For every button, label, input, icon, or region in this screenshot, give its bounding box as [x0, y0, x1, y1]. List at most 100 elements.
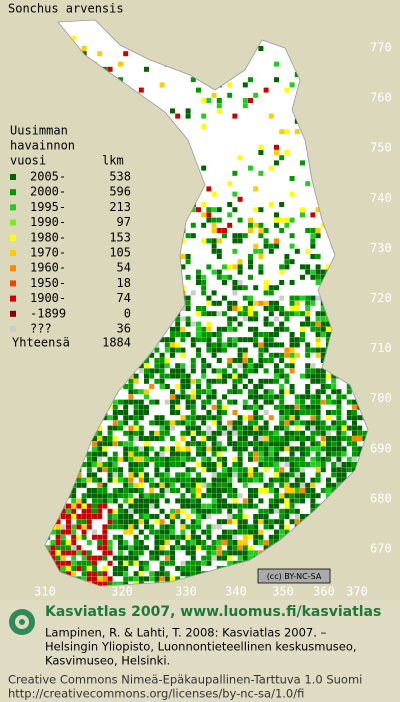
map-square [310, 269, 316, 275]
map-square [133, 560, 139, 566]
map-square [112, 451, 118, 457]
map-square [289, 358, 295, 363]
map-square [232, 488, 238, 493]
map-square [326, 482, 331, 488]
map-square [222, 540, 227, 545]
map-square [196, 498, 201, 504]
map-square [196, 87, 201, 93]
map-square [222, 233, 227, 239]
map-square [190, 290, 196, 296]
map-square [315, 311, 321, 317]
map-square [211, 524, 217, 530]
legend-count: 97 [117, 215, 131, 229]
map-square [201, 399, 207, 405]
map-square [170, 436, 175, 441]
map-square [279, 321, 285, 327]
map-square [294, 337, 300, 343]
map-square [107, 540, 113, 545]
map-square [310, 212, 316, 218]
map-square [263, 321, 269, 327]
map-square [237, 264, 243, 270]
map-square [123, 555, 129, 561]
map-square [206, 410, 212, 415]
map-square [185, 373, 191, 379]
map-square [190, 394, 196, 400]
map-square [164, 399, 170, 405]
map-square [133, 404, 139, 410]
map-square [289, 446, 295, 452]
map-square [164, 337, 170, 343]
map-square [159, 540, 165, 545]
map-square [237, 217, 243, 223]
map-square [268, 534, 274, 540]
map-square [201, 456, 207, 462]
map-square [289, 472, 295, 478]
map-square [164, 555, 170, 561]
map-square [185, 514, 191, 519]
map-square [144, 358, 149, 363]
map-square [81, 46, 87, 51]
map-square [159, 472, 165, 478]
map-square [253, 514, 259, 519]
map-square [279, 264, 285, 270]
map-square [102, 571, 108, 577]
map-square [222, 373, 227, 379]
map-square [274, 61, 279, 67]
legend-count: 596 [109, 185, 131, 199]
map-square [263, 228, 269, 233]
map-square [123, 441, 129, 447]
map-square [315, 368, 321, 374]
license: Creative Commons Nimeä-Epäkaupallinen-Ta… [8, 673, 362, 687]
map-square [164, 550, 170, 556]
map-square [206, 508, 212, 514]
map-square [274, 441, 279, 447]
map-square [211, 269, 217, 275]
map-square [294, 311, 300, 317]
map-square [352, 467, 357, 473]
map-square [222, 456, 227, 462]
map-square [253, 342, 259, 348]
map-square [159, 451, 165, 457]
map-square [326, 493, 331, 499]
map-square [326, 321, 331, 327]
map-square [175, 545, 181, 551]
map-square [232, 300, 238, 306]
map-square [310, 420, 316, 426]
citation: Kasvimuseo, Helsinki. [45, 654, 170, 668]
map-square [138, 503, 144, 509]
map-square [310, 503, 316, 509]
map-square [289, 488, 295, 493]
map-square [305, 462, 311, 467]
map-square [315, 430, 321, 436]
map-square [138, 430, 144, 436]
map-square [201, 482, 207, 488]
map-square [149, 493, 155, 499]
map-square [258, 347, 264, 353]
map-square [274, 456, 279, 462]
map-square [201, 503, 207, 509]
map-square [232, 425, 238, 431]
map-square [138, 87, 144, 93]
map-square [294, 248, 300, 254]
map-square [190, 399, 196, 405]
map-square [97, 581, 103, 586]
map-square [175, 404, 181, 410]
map-square [159, 446, 165, 452]
map-square [81, 560, 87, 566]
map-square [190, 420, 196, 426]
map-square [112, 566, 118, 571]
map-square [170, 342, 175, 348]
map-square [310, 430, 316, 436]
map-square [284, 529, 290, 535]
map-square [201, 467, 207, 473]
map-square [170, 389, 175, 395]
map-square [123, 524, 129, 530]
map-square [102, 566, 108, 571]
map-square [357, 415, 363, 421]
map-square [107, 514, 113, 519]
map-square [294, 436, 300, 441]
map-square [284, 326, 290, 332]
map-square [237, 430, 243, 436]
legend-label: 1995- [30, 200, 66, 214]
map-square [190, 358, 196, 363]
